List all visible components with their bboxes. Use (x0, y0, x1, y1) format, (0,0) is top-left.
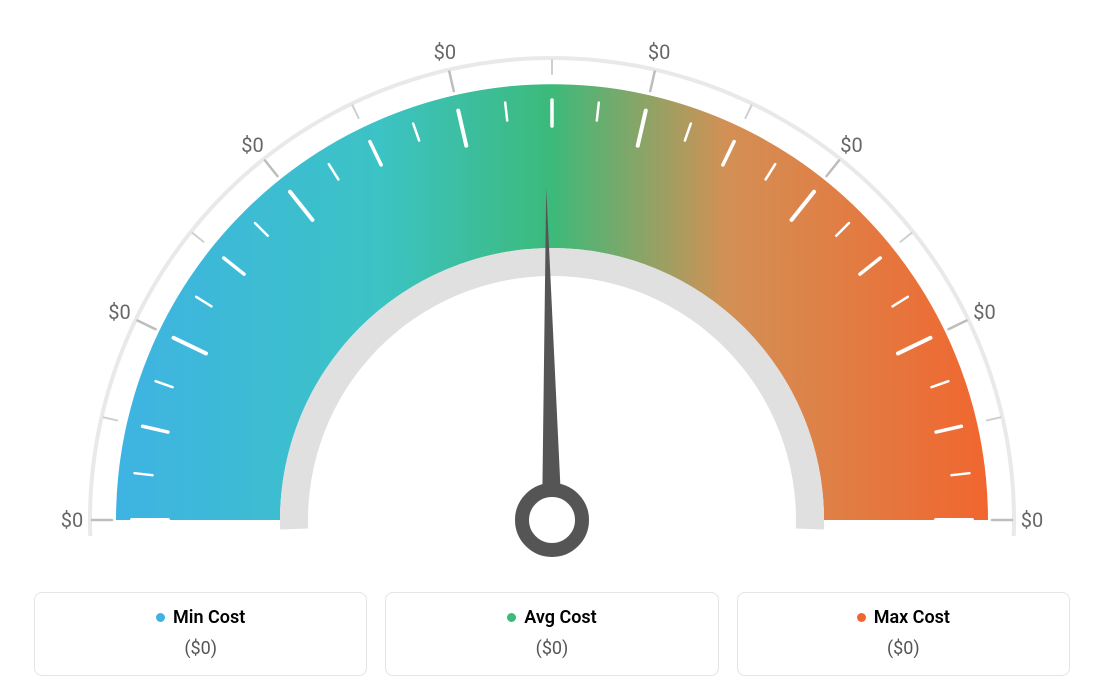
legend-label: Max Cost (874, 607, 950, 628)
gauge-chart-container: $0 $0 $0 $0 $0 $0 $0 $0 Min Cost ($0) Avg Cost … (0, 0, 1104, 690)
dot-icon (857, 613, 866, 622)
legend-row: Min Cost ($0) Avg Cost ($0) Max Cost ($0… (34, 592, 1070, 676)
gauge-tick-label: $0 (61, 508, 83, 532)
gauge-tick-label: $0 (241, 133, 263, 157)
gauge-tick-label: $0 (434, 40, 456, 64)
legend-title-max: Max Cost (857, 607, 950, 628)
legend-value-min: ($0) (45, 638, 356, 659)
legend-value-avg: ($0) (396, 638, 707, 659)
legend-label: Avg Cost (524, 607, 596, 628)
legend-card-avg: Avg Cost ($0) (385, 592, 718, 676)
gauge-tick-label: $0 (1021, 508, 1043, 532)
dot-icon (156, 613, 165, 622)
legend-value-max: ($0) (748, 638, 1059, 659)
legend-title-avg: Avg Cost (507, 607, 596, 628)
gauge: $0 $0 $0 $0 $0 $0 $0 $0 (0, 0, 1104, 560)
gauge-tick-label: $0 (840, 133, 862, 157)
dot-icon (507, 613, 516, 622)
legend-card-min: Min Cost ($0) (34, 592, 367, 676)
legend-card-max: Max Cost ($0) (737, 592, 1070, 676)
legend-label: Min Cost (173, 607, 245, 628)
legend-title-min: Min Cost (156, 607, 245, 628)
gauge-tick-label: $0 (648, 40, 670, 64)
gauge-tick-label: $0 (108, 300, 130, 324)
gauge-tick-label: $0 (973, 300, 995, 324)
gauge-svg (0, 0, 1104, 570)
